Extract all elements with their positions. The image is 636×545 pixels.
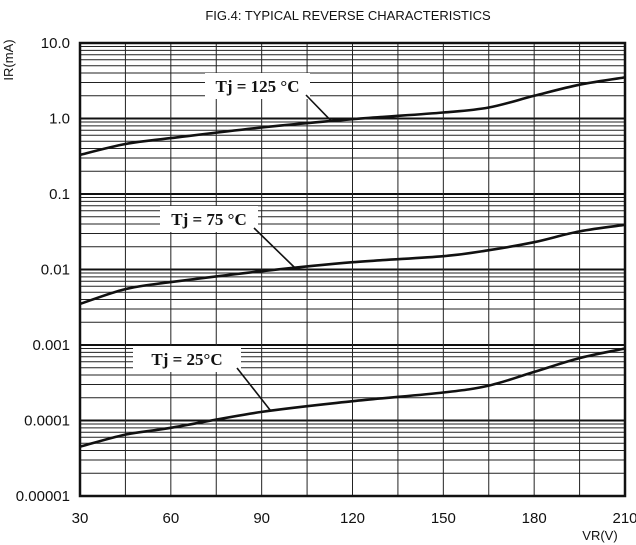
x-tick-label: 180: [522, 510, 547, 527]
curve-label-bg: [205, 73, 310, 99]
y-tick-label: 0.0001: [24, 413, 70, 430]
y-tick-label: 1.0: [49, 111, 70, 128]
series-line-1: [79, 223, 626, 306]
y-tick-label: 0.01: [41, 262, 70, 279]
curves: [79, 76, 626, 448]
series-line-2: [79, 347, 626, 448]
x-tick-label: 150: [431, 510, 456, 527]
y-tick-label: 10.0: [41, 35, 70, 52]
leader-line: [236, 367, 272, 412]
x-tick-label: 30: [72, 510, 89, 527]
x-tick-label: 60: [162, 510, 179, 527]
curve-label: Tj = 75 °C: [171, 210, 247, 229]
curve-label-bg: [160, 206, 258, 232]
series-line-0: [79, 76, 626, 157]
leader-line: [305, 94, 332, 122]
tick-labels: 30 60 90 120 150 180 210 0.00001 0.0001 0.001 0.01…: [16, 35, 636, 527]
y-tick-label: 0.001: [32, 337, 70, 354]
x-tick-label: 210: [612, 510, 636, 527]
curve-labels: Tj = 125 °C Tj = 75 °C Tj = 25°C: [133, 73, 332, 412]
x-tick-label: 120: [340, 510, 365, 527]
y-axis-label: IR(mA): [1, 39, 16, 80]
curve-label: Tj = 25°C: [151, 350, 222, 369]
y-tick-label: 0.00001: [16, 488, 70, 505]
leader-line: [253, 227, 296, 269]
x-tick-label: 90: [253, 510, 270, 527]
y-tick-label: 0.1: [49, 186, 70, 203]
curve-label-bg: [133, 346, 241, 372]
chart-title: FIG.4: TYPICAL REVERSE CHARACTERISTICS: [205, 8, 491, 23]
x-axis-label: VR(V): [582, 528, 617, 543]
plot-frame: [78, 41, 627, 498]
curve-label: Tj = 125 °C: [215, 77, 299, 96]
